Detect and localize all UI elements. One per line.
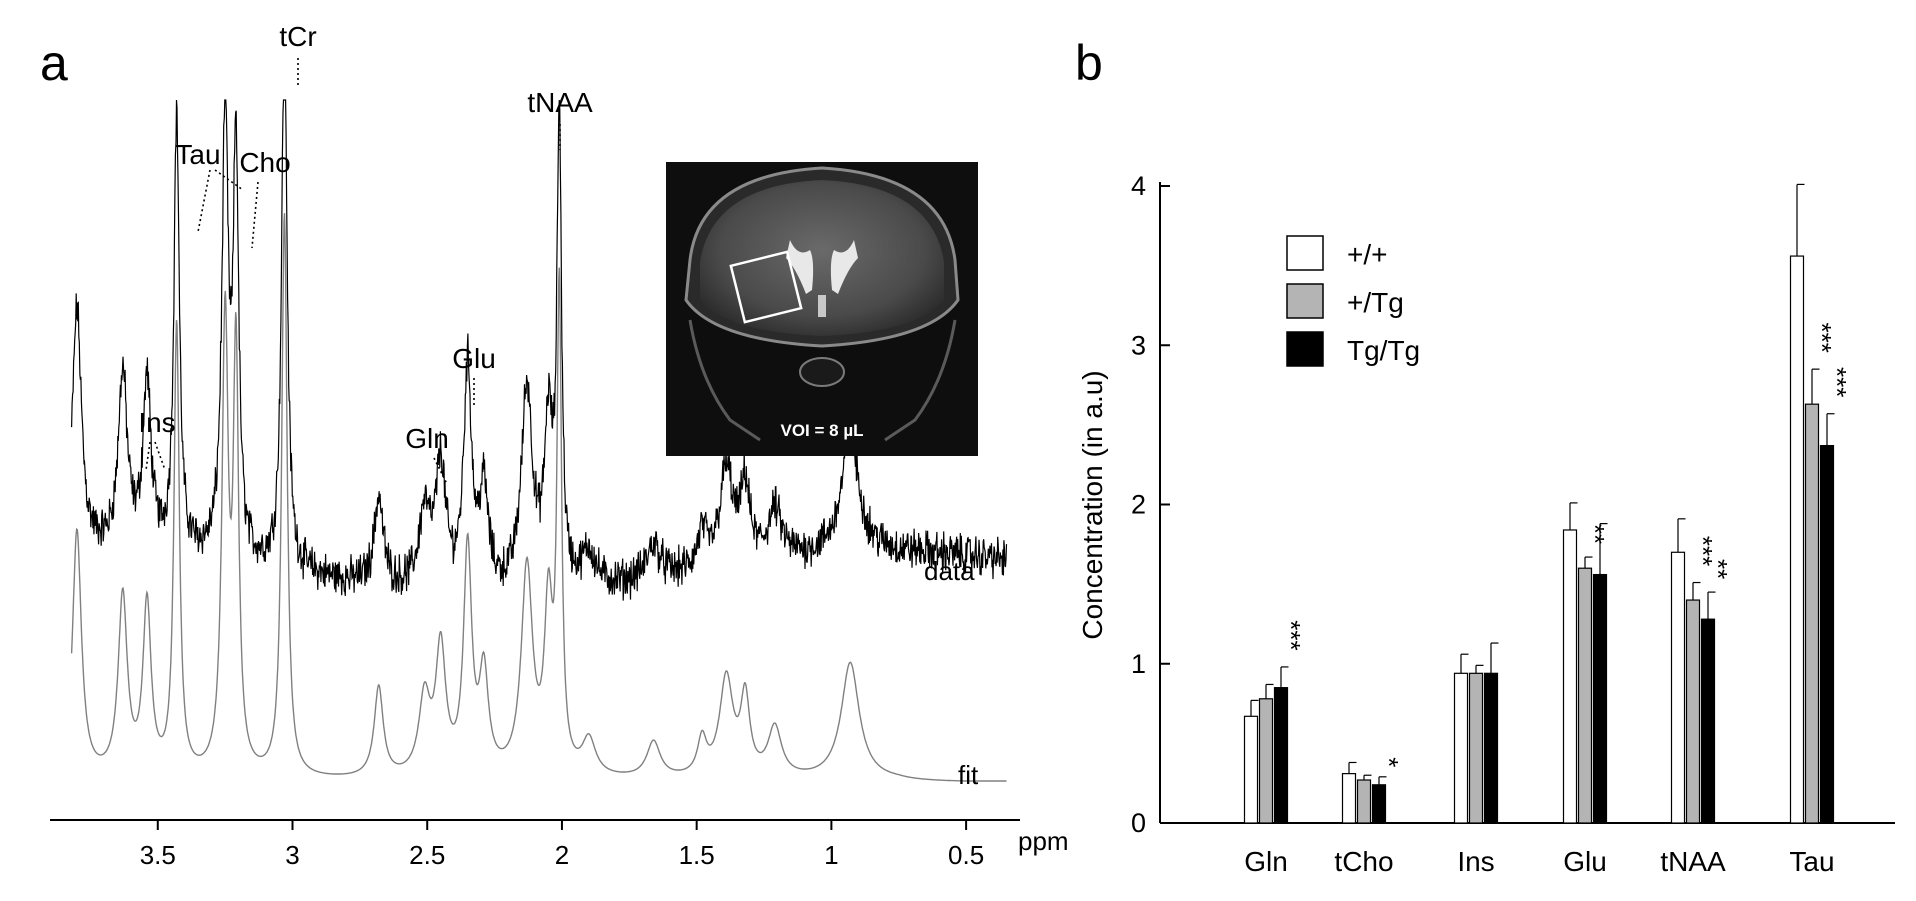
category-label-gln: Gln xyxy=(1244,846,1288,877)
bar-glu-2 xyxy=(1592,573,1608,824)
y-tick-label: 0 xyxy=(1131,808,1146,838)
ppm-tick-label: 3.5 xyxy=(140,840,176,870)
ppm-tick-label: 3 xyxy=(285,840,299,870)
bar-tnaa-1 xyxy=(1685,599,1701,824)
significance-marker: ** xyxy=(1580,524,1610,544)
y-tick-label: 2 xyxy=(1131,490,1146,520)
ppm-tick-label: 0.5 xyxy=(948,840,984,870)
legend-label: Tg/Tg xyxy=(1347,335,1420,366)
y-axis-ticks: 0 1 2 3 4 xyxy=(1131,171,1170,838)
bar-gln-0 xyxy=(1243,715,1259,824)
bar-tcho-2 xyxy=(1371,784,1387,824)
annotation-leader xyxy=(197,169,211,233)
peak-label-tcr: tCr xyxy=(279,21,316,52)
legend-swatch xyxy=(1286,283,1324,319)
annotation-leader xyxy=(214,169,244,191)
bar-tau-2 xyxy=(1819,444,1835,824)
peak-label-tnaa: tNAA xyxy=(527,87,593,118)
category-labels: Gln tCho Ins Glu tNAA Tau xyxy=(1244,846,1834,877)
significance-marker: *** xyxy=(1276,620,1306,650)
annotation-leader xyxy=(145,441,151,471)
significance-marker: ** xyxy=(1703,559,1733,579)
annotation-leader xyxy=(154,441,166,471)
category-label-tcho: tCho xyxy=(1334,846,1393,877)
bar-ins-1 xyxy=(1468,672,1484,824)
peak-label-gln: Gln xyxy=(405,423,449,454)
panel-label-a: a xyxy=(40,35,68,91)
ppm-tick-label: 1 xyxy=(824,840,838,870)
legend: +/+ +/Tg Tg/Tg xyxy=(1286,235,1420,367)
bars xyxy=(1243,183,1835,824)
y-tick-label: 4 xyxy=(1131,171,1146,201)
bar-tnaa-2 xyxy=(1700,618,1716,824)
mri-inset: VOI = 8 µL xyxy=(666,162,978,456)
peak-annotations: tCr tNAA Tau Cho Ins Glu Gln xyxy=(138,21,593,485)
significance-marker: *** xyxy=(1807,322,1837,352)
bar-gln-2 xyxy=(1273,687,1289,824)
bar-glu-1 xyxy=(1577,567,1593,824)
peak-label-ins: Ins xyxy=(138,407,175,438)
fit-series-label: fit xyxy=(958,760,979,790)
ppm-axis-label: ppm xyxy=(1018,826,1069,856)
legend-label: +/Tg xyxy=(1347,287,1404,318)
ppm-tick-label: 2.5 xyxy=(409,840,445,870)
y-tick-label: 3 xyxy=(1131,330,1146,360)
peak-label-glu: Glu xyxy=(452,343,496,374)
bar-ins-0 xyxy=(1453,672,1469,824)
category-label-tnaa: tNAA xyxy=(1660,846,1726,877)
bar-gln-1 xyxy=(1258,698,1274,824)
y-tick-label: 1 xyxy=(1131,649,1146,679)
legend-label: +/+ xyxy=(1347,239,1387,270)
ppm-tick-label: 2 xyxy=(555,840,569,870)
ppm-axis-ticks: 3.5 3 2.5 2 1.5 1 0.5 xyxy=(140,820,984,870)
significance-marker: *** xyxy=(1688,536,1718,566)
spectrum-panel: 3.5 3 2.5 2 1.5 1 0.5 ppm data fit tCr tNAA Tau C… xyxy=(50,21,1069,870)
category-label-ins: Ins xyxy=(1457,846,1494,877)
category-label-tau: Tau xyxy=(1789,846,1834,877)
peak-label-cho: Cho xyxy=(239,147,290,178)
legend-swatch xyxy=(1286,235,1324,271)
y-axis-label: Concentration (in a.u) xyxy=(1077,370,1108,639)
bar-tnaa-0 xyxy=(1670,551,1686,824)
annotation-leader xyxy=(251,181,259,249)
panel-label-b: b xyxy=(1075,35,1103,91)
bar-tau-0 xyxy=(1789,255,1805,824)
bar-ins-2 xyxy=(1483,672,1499,824)
fit-spectrum-line xyxy=(70,213,1007,782)
category-label-glu: Glu xyxy=(1563,846,1607,877)
peak-label-tau: Tau xyxy=(175,139,220,170)
significance-marker: *** xyxy=(1822,367,1852,397)
legend-swatch xyxy=(1286,331,1324,367)
bar-glu-0 xyxy=(1562,529,1578,824)
data-series-label: data xyxy=(924,556,975,586)
voi-square xyxy=(729,250,803,324)
bar-tcho-1 xyxy=(1356,779,1372,824)
bar-tau-1 xyxy=(1804,403,1820,824)
voi-caption: VOI = 8 µL xyxy=(780,421,863,440)
significance-markers: ***************** xyxy=(1276,322,1852,767)
significance-marker: * xyxy=(1374,757,1404,767)
ppm-tick-label: 1.5 xyxy=(679,840,715,870)
bar-tcho-0 xyxy=(1341,773,1357,824)
